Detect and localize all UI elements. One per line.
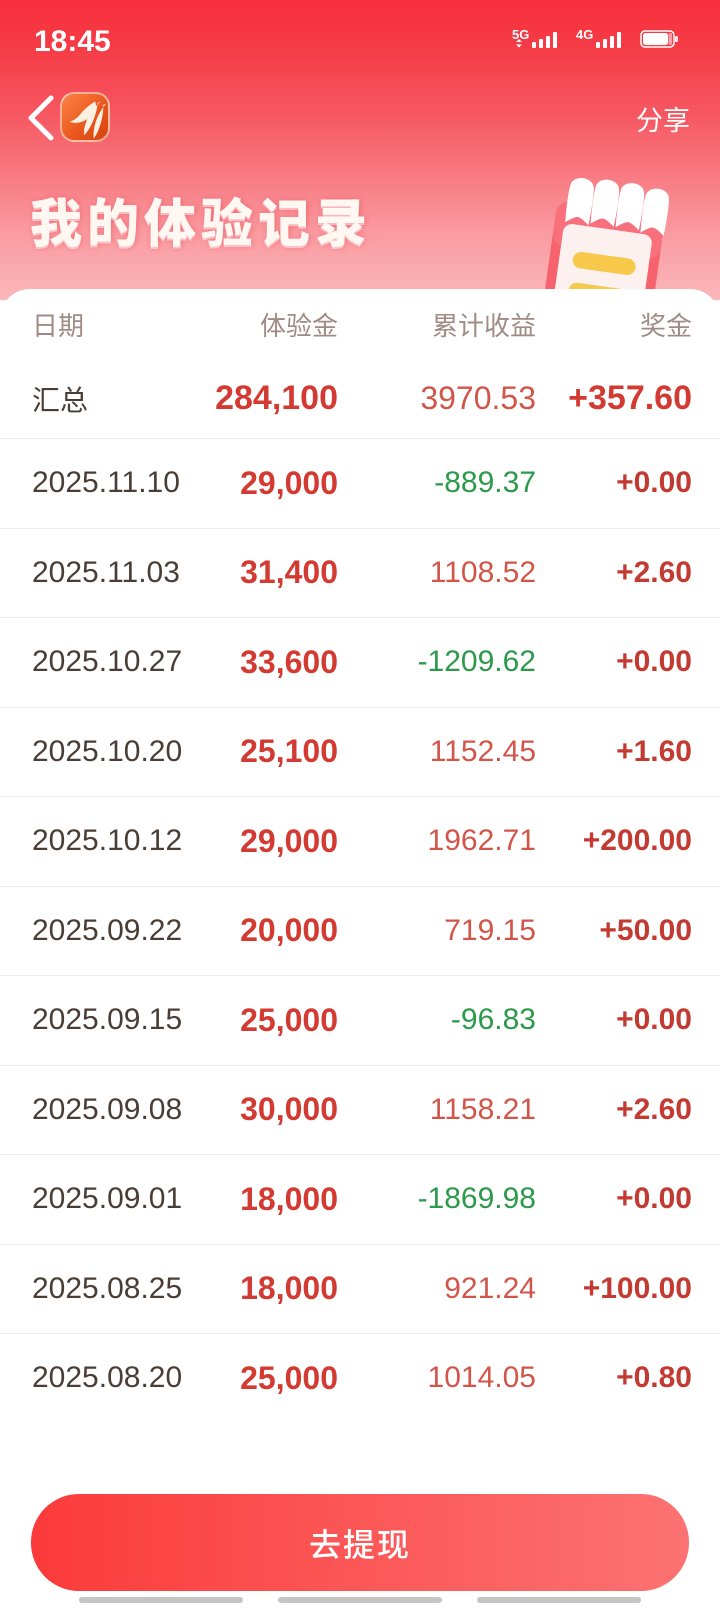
- svg-text:5G: 5G: [512, 28, 529, 42]
- svg-text:4G: 4G: [576, 28, 593, 42]
